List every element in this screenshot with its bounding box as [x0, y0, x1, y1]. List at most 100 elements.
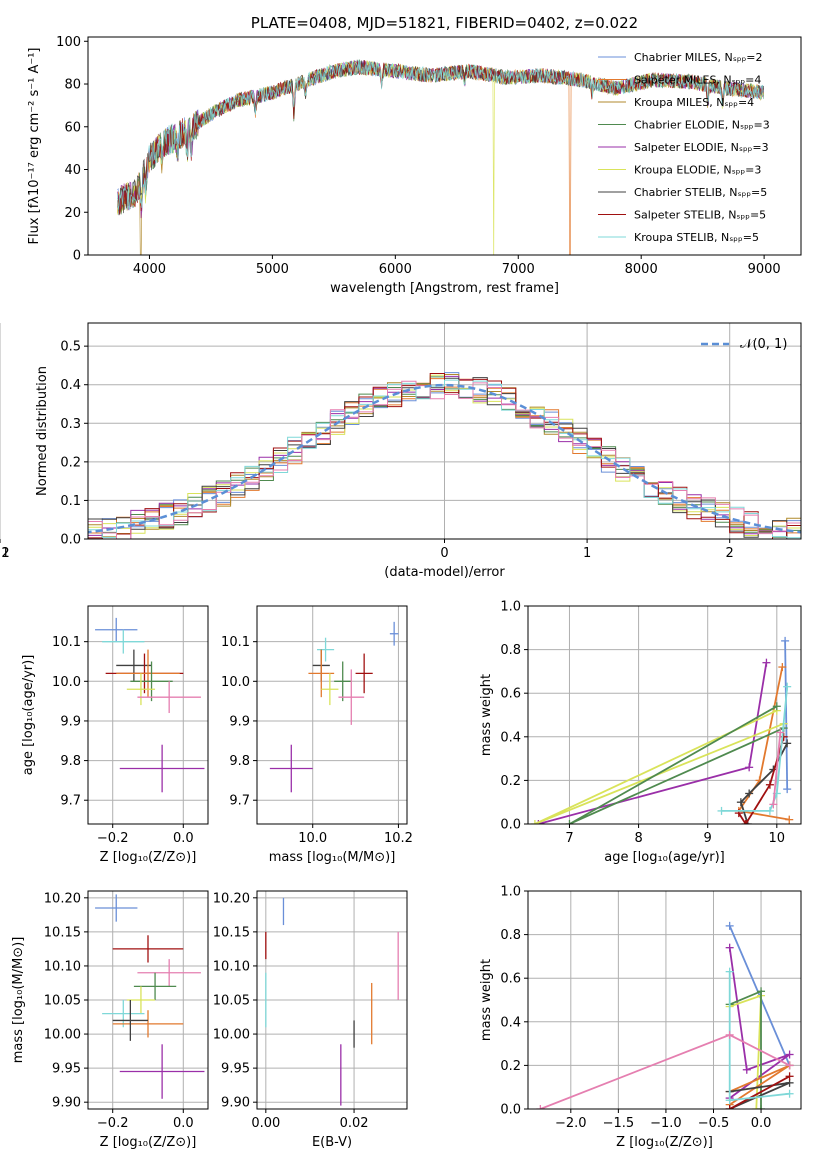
y-tick-label: 10.00 [213, 1028, 250, 1043]
y-tick-label: 10.15 [44, 925, 81, 940]
age_vs_Z-panel [84, 605, 209, 828]
x-tick-label: 5000 [256, 262, 289, 277]
mass_vs_Z-marks [95, 894, 205, 1099]
legend-entry: Kroupa ELODIE, Nₛₚₚ=3 [634, 164, 761, 177]
x-tick-label: 2 [726, 546, 734, 561]
residuals-marks [88, 372, 801, 539]
x-tick-label: −0.5 [698, 1116, 730, 1131]
x-tick-label: 10.0 [298, 831, 327, 846]
x-tick-label: 0.02 [340, 1116, 369, 1131]
legend-entry: Kroupa MILES, Nₛₚₚ=4 [634, 96, 754, 109]
weight_vs_age-marks [530, 636, 794, 824]
y-tick-label: 9.8 [229, 754, 250, 769]
y-tick-label: 0.6 [500, 687, 521, 702]
y-tick-label: 10.0 [221, 675, 250, 690]
histogram-series [88, 380, 801, 539]
weight-line [729, 1075, 791, 1109]
legend-entry: Salpeter ELODIE, Nₛₚₚ=3 [634, 141, 769, 154]
weight-line [534, 709, 785, 824]
y-tick-label: 10.0 [52, 675, 81, 690]
y-tick-label: 80 [64, 78, 81, 93]
spectrum-series [117, 60, 764, 255]
y-axis-label: age [log₁₀(age/yr)] [21, 655, 36, 776]
x-tick-label: 0.0 [173, 1116, 194, 1131]
legend-entry: Chabrier ELODIE, Nₛₚₚ=3 [634, 119, 770, 132]
x-axis-label: (data-model)/error [384, 565, 505, 580]
y-tick-label: 0 [73, 249, 81, 264]
x-tick-label: 8 [634, 831, 642, 846]
axes-frame [256, 605, 408, 825]
y-axis-label: mass [log₁₀(M/M⊙)] [11, 937, 26, 1064]
y-tick-label: 0.6 [500, 972, 521, 987]
spectrum-series [117, 59, 764, 216]
axes-frame [256, 890, 408, 1110]
chart-title: PLATE=0408, MJD=51821, FIBERID=0402, z=0… [251, 14, 638, 32]
y-tick-label: 0.0 [500, 1103, 521, 1118]
y-tick-label: 10.10 [44, 959, 81, 974]
mass_vs_ebv-marks [265, 897, 399, 1106]
spectrum-panel [84, 36, 802, 259]
y-tick-label: 10.20 [44, 891, 81, 906]
age_vs_mass-marks [269, 621, 399, 793]
y-tick-label: 9.95 [221, 1062, 250, 1077]
weight-line [728, 947, 791, 1099]
legend-entry: Chabrier STELIB, Nₛₚₚ=5 [634, 186, 767, 199]
x-tick-label: −1.0 [650, 1116, 682, 1131]
mass_vs_ebv-panel [253, 890, 408, 1113]
y-tick-label: 10.05 [44, 994, 81, 1009]
y-tick-label: 0.8 [500, 643, 521, 658]
y-tick-label: 10.10 [213, 959, 250, 974]
y-tick-label: 0.4 [500, 730, 521, 745]
x-tick-label: 7 [565, 831, 573, 846]
x-axis-label: age [log₁₀(age/yr)] [604, 850, 725, 865]
y-tick-label: 10.1 [52, 635, 81, 650]
y-tick-label: 0.4 [60, 378, 81, 393]
y-tick-label: 10.00 [44, 1028, 81, 1043]
residuals-panel [0, 322, 802, 543]
axes-frame [87, 322, 802, 540]
x-tick-label: 8000 [625, 262, 658, 277]
y-tick-label: 100 [56, 35, 81, 50]
y-axis-label: Normed distribution [35, 366, 50, 496]
y-tick-label: 1.0 [500, 885, 521, 900]
legend-entry: Salpeter MILES, Nₛₚₚ=4 [634, 74, 761, 87]
spectrum-series [117, 59, 764, 211]
x-tick-label: 9000 [748, 262, 781, 277]
x-tick-label: 9 [704, 831, 712, 846]
weight-line [538, 662, 768, 824]
x-tick-label: 10.2 [384, 831, 413, 846]
x-axis-label: mass [log₁₀(M/M⊙)] [269, 850, 396, 865]
weight-line [729, 994, 762, 1109]
weight_vs_age-panel [524, 605, 802, 828]
y-tick-label: 9.7 [229, 794, 250, 809]
y-tick-label: 20 [64, 206, 81, 221]
x-tick-label: −1 [0, 546, 10, 561]
y-tick-label: 0.4 [500, 1015, 521, 1030]
x-tick-label: 1 [583, 546, 591, 561]
x-axis-label: E(B-V) [312, 1135, 352, 1150]
y-axis-label: mass weight [479, 674, 494, 756]
x-axis-label: Z [log₁₀(Z/Z⊙)] [100, 1135, 197, 1150]
x-tick-label: 4000 [133, 262, 166, 277]
y-tick-label: 0.8 [500, 928, 521, 943]
y-tick-label: 10.1 [221, 635, 250, 650]
y-tick-label: 0.2 [500, 1059, 521, 1074]
y-tick-label: 9.90 [221, 1096, 250, 1111]
y-tick-label: 10.05 [213, 994, 250, 1009]
x-axis-label: Z [log₁₀(Z/Z⊙)] [100, 850, 197, 865]
y-tick-label: 10.15 [213, 925, 250, 940]
axes-frame [87, 605, 209, 825]
y-tick-label: 60 [64, 120, 81, 135]
y-tick-label: 0.1 [60, 494, 81, 509]
age_vs_Z-marks [95, 617, 205, 793]
weight_vs_Z-marks [536, 921, 794, 1109]
legend-entry: Salpeter STELIB, Nₛₚₚ=5 [634, 209, 766, 222]
y-tick-label: 0.0 [60, 533, 81, 548]
y-tick-label: 9.8 [60, 754, 81, 769]
x-tick-label: 0.0 [751, 1116, 772, 1131]
y-tick-label: 10.20 [213, 891, 250, 906]
y-tick-label: 0.5 [60, 340, 81, 355]
y-tick-label: 9.9 [60, 714, 81, 729]
axes-frame [527, 605, 802, 825]
x-tick-label: 6000 [379, 262, 412, 277]
